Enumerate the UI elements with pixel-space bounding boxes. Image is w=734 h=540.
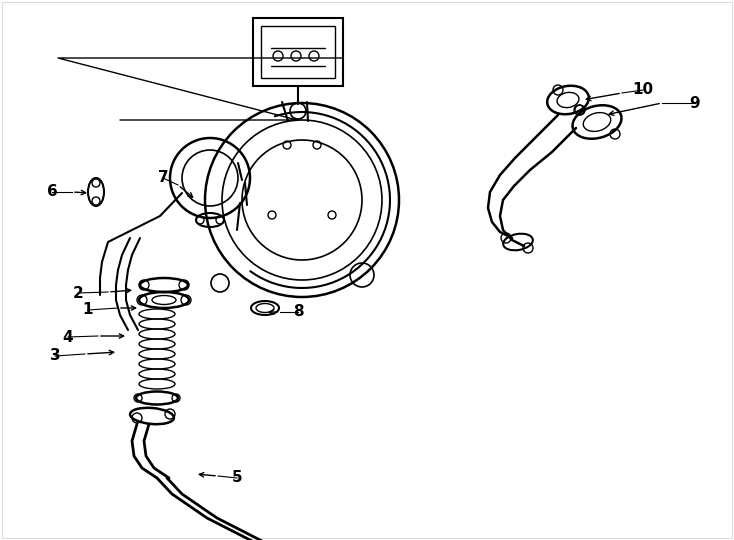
Text: 2: 2 [73,286,84,300]
Bar [253,18,343,86]
Text: 9: 9 [690,96,700,111]
Text: 5: 5 [232,470,242,485]
Text: 10: 10 [633,83,653,98]
Text: 3: 3 [50,348,60,363]
Circle shape [211,274,229,292]
Text: 8: 8 [293,305,303,320]
Text: 7: 7 [158,171,168,186]
Bar [261,26,335,78]
Text: 4: 4 [62,329,73,345]
Text: 6: 6 [47,185,57,199]
Text: 1: 1 [83,302,93,318]
